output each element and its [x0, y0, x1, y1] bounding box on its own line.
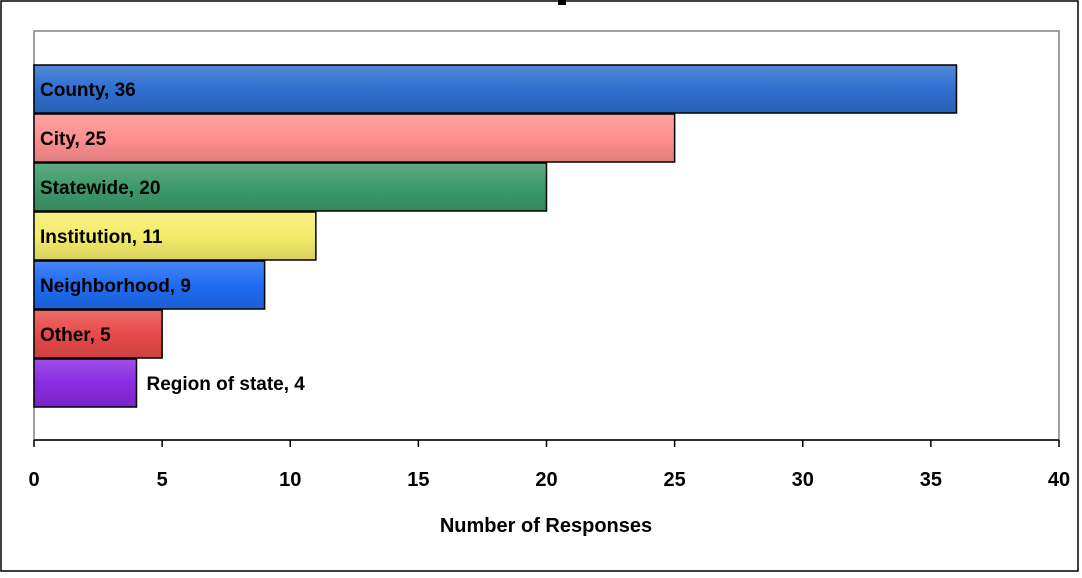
x-tick-label: 30 — [792, 469, 814, 491]
data-label-institution: Institution, 11 — [40, 227, 163, 248]
data-label-region-of-state: Region of state, 4 — [147, 374, 306, 395]
bar-statewide — [33, 162, 548, 212]
x-tick-label: 10 — [279, 469, 301, 491]
bars-layer — [33, 64, 958, 408]
x-axis: 0 5 10 15 20 25 30 35 40 — [28, 439, 1070, 491]
bar-institution — [33, 211, 317, 261]
x-tick-label: 5 — [157, 469, 168, 491]
x-tick-label: 35 — [920, 469, 942, 491]
x-tick-label: 25 — [664, 469, 686, 491]
data-label-county: County, 36 — [40, 80, 136, 101]
x-tick-label: 15 — [407, 469, 429, 491]
data-label-neighborhood: Neighborhood, 9 — [40, 276, 191, 297]
x-axis-title: Number of Responses — [440, 515, 652, 537]
data-label-other: Other, 5 — [40, 325, 111, 346]
data-label-statewide: Statewide, 20 — [40, 178, 160, 199]
bar-other — [33, 309, 163, 359]
x-tick-label: 0 — [28, 469, 39, 491]
bar-region-of-state — [33, 358, 138, 408]
data-label-city: City, 25 — [40, 129, 107, 150]
x-tick-label: 40 — [1048, 469, 1070, 491]
bar-neighborhood — [33, 260, 266, 310]
data-labels-layer: County, 36 City, 25 Statewide, 20 Instituti… — [40, 80, 305, 395]
bar-county — [33, 64, 958, 114]
title-fragment — [558, 0, 566, 5]
x-tick-label: 20 — [535, 469, 557, 491]
bar-city — [33, 113, 676, 163]
